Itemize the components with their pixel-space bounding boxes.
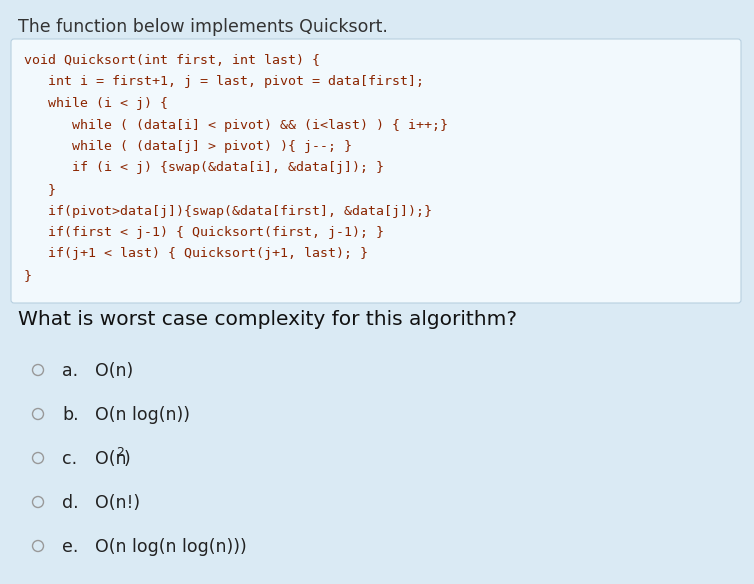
Text: a.: a.	[62, 362, 78, 380]
Text: e.: e.	[62, 538, 78, 556]
Text: d.: d.	[62, 494, 78, 512]
Text: O(n log(n log(n))): O(n log(n log(n)))	[95, 538, 247, 556]
FancyBboxPatch shape	[11, 39, 741, 303]
Text: if(j+1 < last) { Quicksort(j+1, last); }: if(j+1 < last) { Quicksort(j+1, last); }	[24, 248, 368, 260]
Text: O(n: O(n	[95, 450, 127, 468]
Text: ): )	[124, 450, 130, 468]
Text: c.: c.	[62, 450, 77, 468]
Text: 2: 2	[117, 446, 124, 459]
Text: What is worst case complexity for this algorithm?: What is worst case complexity for this a…	[18, 310, 517, 329]
Text: }: }	[24, 269, 32, 282]
Text: O(n!): O(n!)	[95, 494, 140, 512]
Text: while ( (data[j] > pivot) ){ j--; }: while ( (data[j] > pivot) ){ j--; }	[24, 140, 352, 153]
Text: while ( (data[i] < pivot) && (i<last) ) { i++;}: while ( (data[i] < pivot) && (i<last) ) …	[24, 119, 448, 131]
Text: if (i < j) {swap(&data[i], &data[j]); }: if (i < j) {swap(&data[i], &data[j]); }	[24, 162, 384, 175]
Text: if(first < j-1) { Quicksort(first, j-1); }: if(first < j-1) { Quicksort(first, j-1);…	[24, 226, 384, 239]
Text: O(n log(n)): O(n log(n))	[95, 406, 190, 424]
Text: }: }	[24, 183, 56, 196]
Text: O(n): O(n)	[95, 362, 133, 380]
Text: while (i < j) {: while (i < j) {	[24, 97, 168, 110]
Text: int i = first+1, j = last, pivot = data[first];: int i = first+1, j = last, pivot = data[…	[24, 75, 424, 89]
Text: void Quicksort(int first, int last) {: void Quicksort(int first, int last) {	[24, 54, 320, 67]
Text: if(pivot>data[j]){swap(&data[first], &data[j]);}: if(pivot>data[j]){swap(&data[first], &da…	[24, 204, 432, 217]
Text: b.: b.	[62, 406, 78, 424]
Text: The function below implements Quicksort.: The function below implements Quicksort.	[18, 18, 388, 36]
